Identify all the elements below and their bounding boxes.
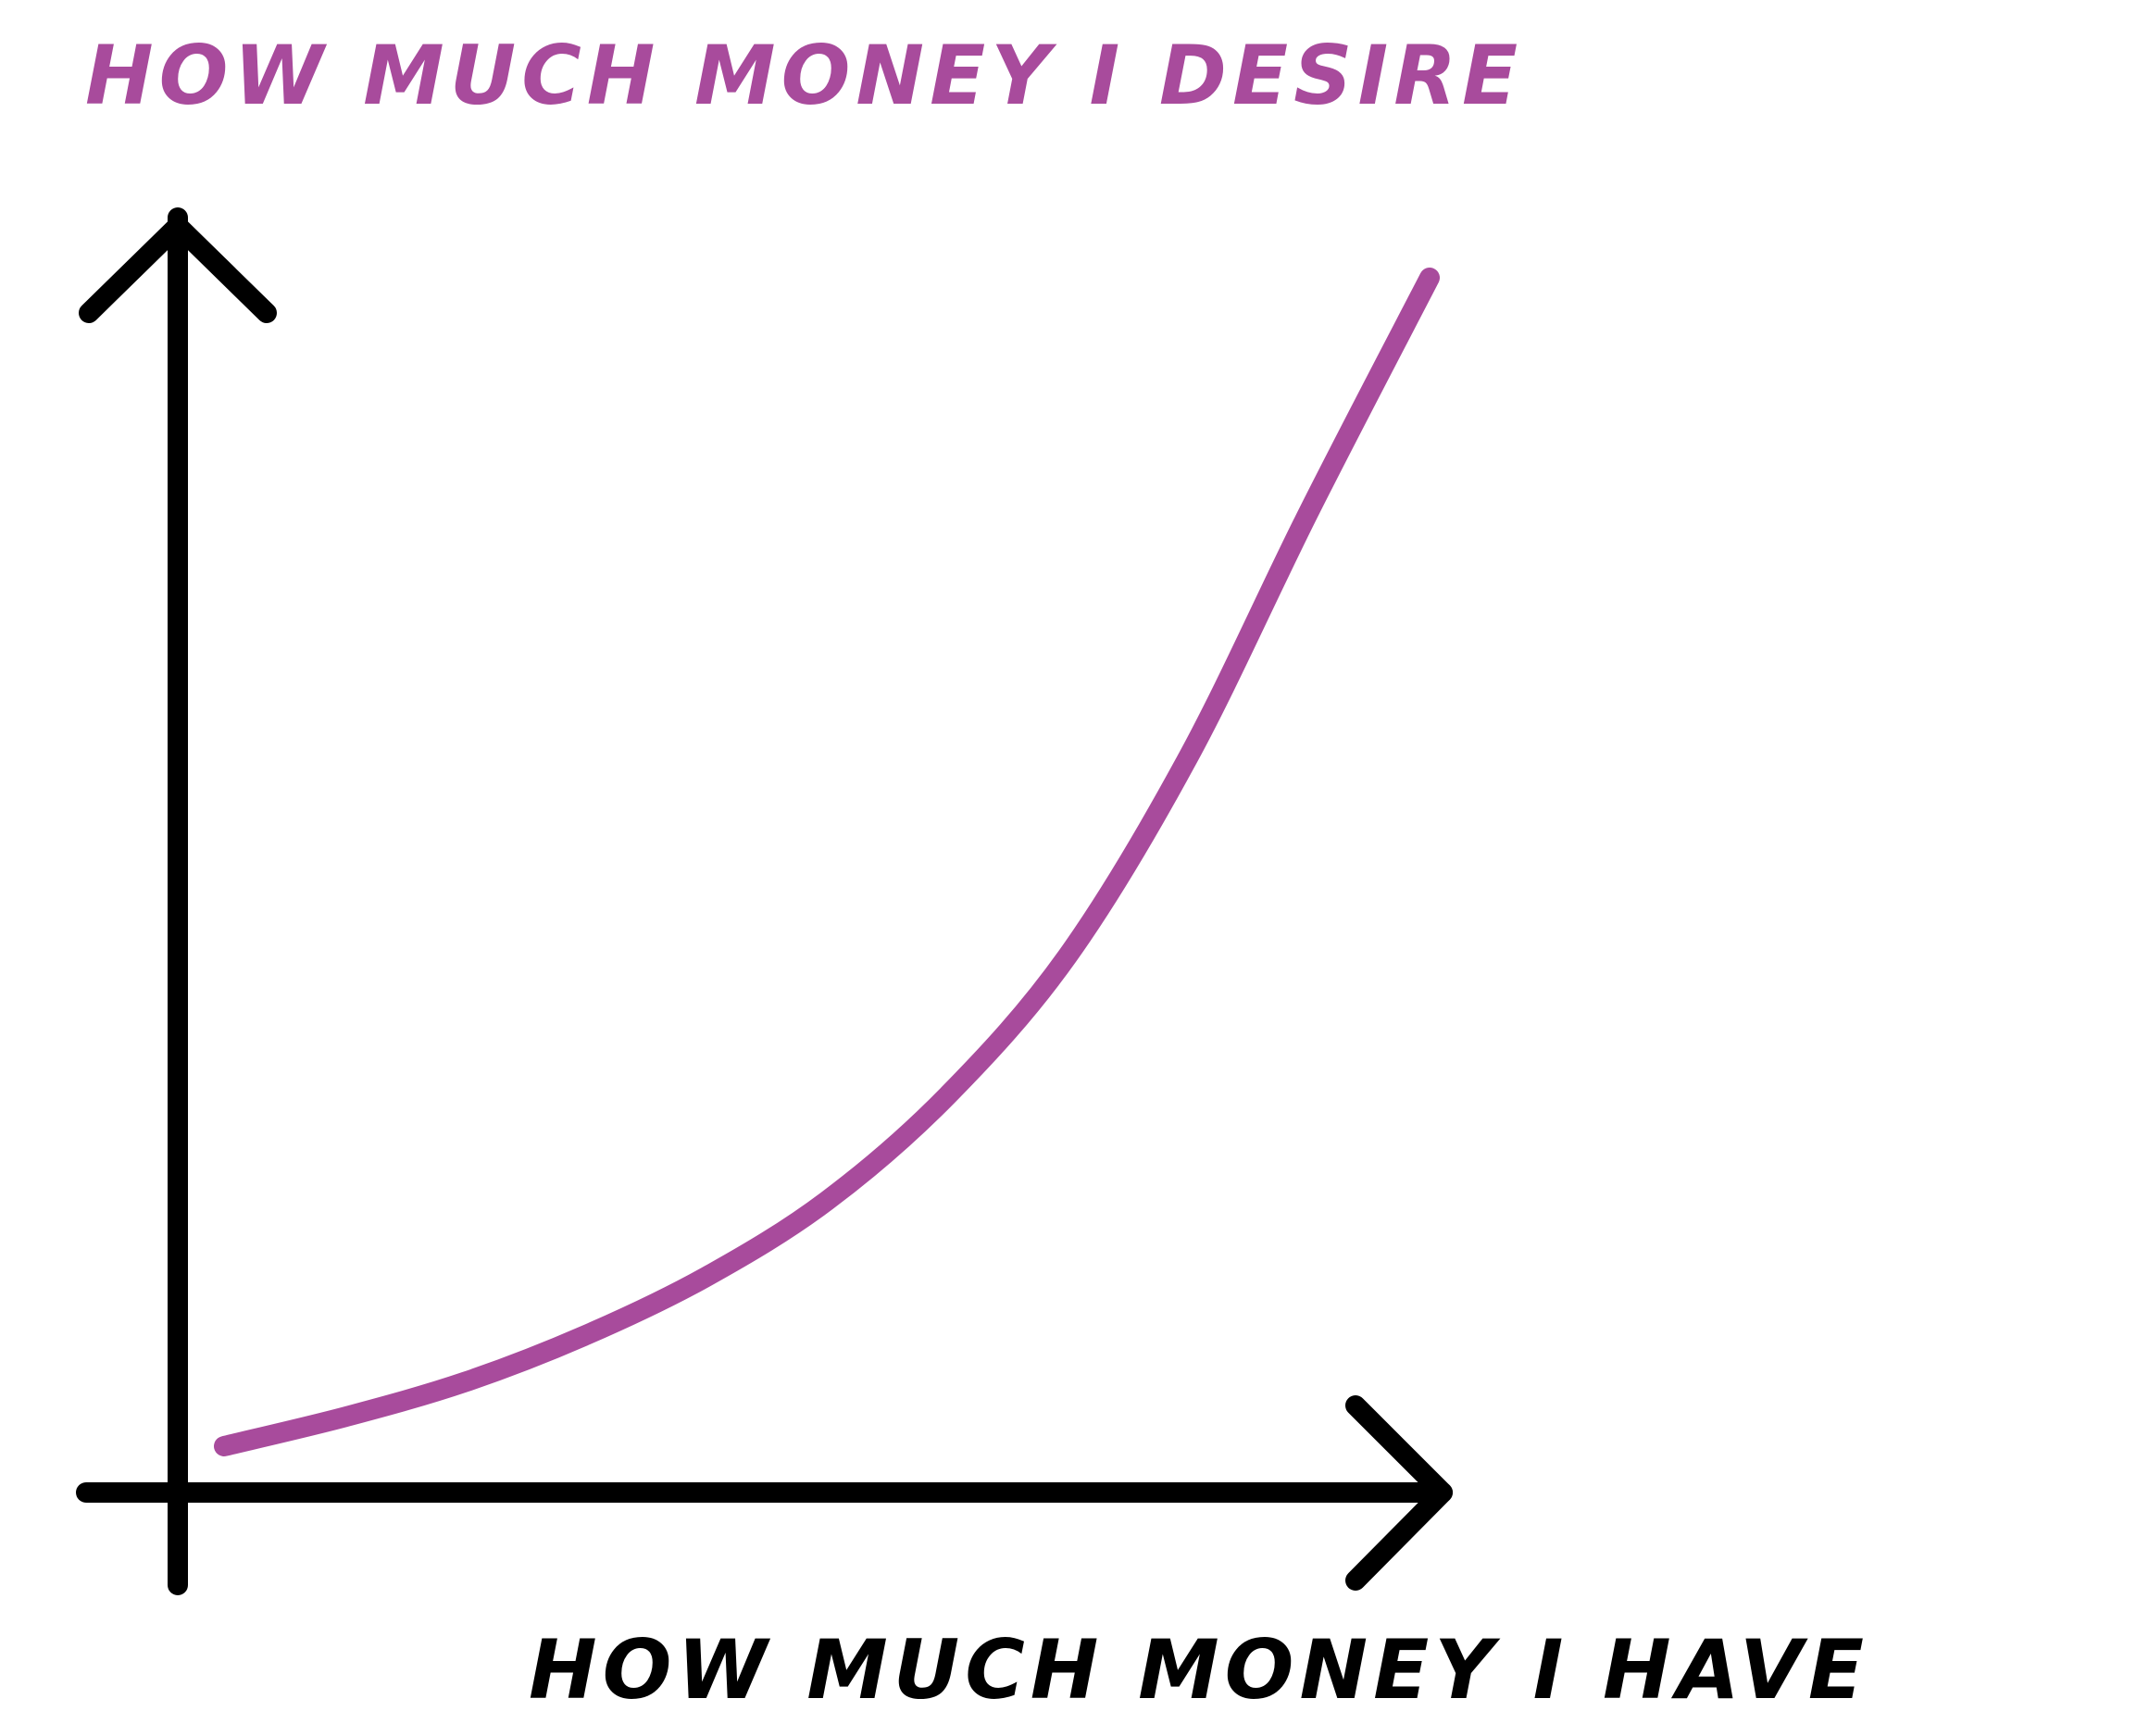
desire-curve [214, 268, 1440, 1456]
y-axis [79, 207, 277, 1595]
x-axis-label: HOW MUCH MONEY I HAVE [529, 1622, 1869, 1717]
y-axis-label: HOW MUCH MONEY I DESIRE [85, 28, 1523, 123]
x-axis [76, 1395, 1453, 1591]
x-axis-arrowhead [1345, 1395, 1453, 1591]
y-axis-arrowhead [79, 216, 277, 323]
